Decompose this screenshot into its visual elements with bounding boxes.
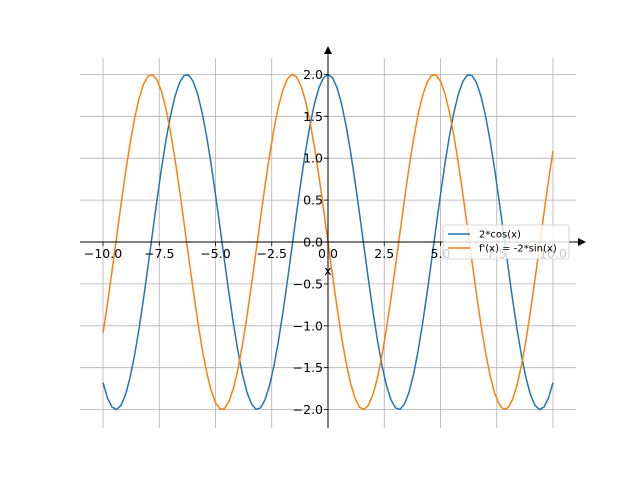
y-tick-label-2: −1.0 xyxy=(293,318,323,333)
y-tick-label-7: 1.5 xyxy=(303,109,323,124)
y-tick-label-1: −1.5 xyxy=(293,360,323,375)
x-tick-label-0: −10.0 xyxy=(84,246,122,261)
x-tick-label-4: 0.0 xyxy=(318,246,338,261)
legend-label-0: 2*cos(x) xyxy=(479,230,521,241)
x-tick-label-5: 2.5 xyxy=(374,246,394,261)
y-tick-label-5: 0.5 xyxy=(303,193,323,208)
y-axis-arrow xyxy=(324,46,332,54)
y-tick-label-6: 1.0 xyxy=(303,151,323,166)
x-tick-label-3: −2.5 xyxy=(257,246,287,261)
x-axis-arrow xyxy=(578,238,586,246)
legend: 2*cos(x) f'(x) = -2*sin(x) xyxy=(442,224,570,260)
y-tick-label-4: 0.0 xyxy=(303,235,323,250)
legend-label-1: f'(x) = -2*sin(x) xyxy=(479,244,557,255)
legend-box xyxy=(442,224,570,260)
y-tick-label-3: −0.5 xyxy=(293,276,323,291)
x-tick-label-2: −5.0 xyxy=(200,246,230,261)
y-tick-label-8: 2.0 xyxy=(303,67,323,82)
y-tick-label-0: −2.0 xyxy=(293,402,323,417)
x-axis-label: x xyxy=(324,263,331,278)
x-tick-label-1: −7.5 xyxy=(144,246,174,261)
